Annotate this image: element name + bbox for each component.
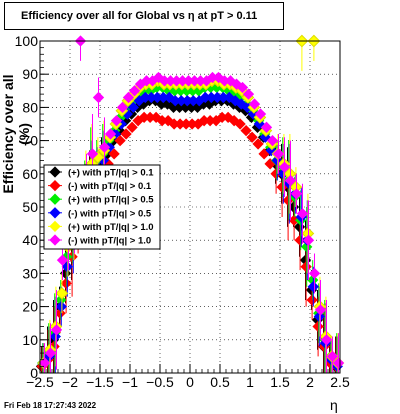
x-tick-label: 1.5 [270,374,290,390]
data-point [296,207,309,220]
data-point [61,261,73,273]
data-point [50,324,63,336]
y-tick-label: 0 [30,365,38,381]
axis-ticks: −2.5 −2 −1.5 −1 −0.5 0 0.5 1 1.5 2 2.5 0 10 20 30 40 50 6… [15,33,350,390]
y-tick-label: 90 [22,66,38,82]
data-point [38,357,51,369]
data-point [307,281,319,293]
data-point [266,134,279,147]
legend-entry: (-) with pT/|q| > 0.5 [68,208,152,219]
legend-marker [49,179,61,192]
data-point [314,304,327,316]
x-tick-label: 1 [246,374,254,390]
data-point [332,357,345,369]
y-tick-label: 60 [22,166,38,182]
legend-entry: (+) with pT/|q| > 1.0 [68,222,154,233]
data-point [92,91,105,104]
legend-entry: (+) with pT/|q| > 0.1 [68,168,154,179]
y-tick-label: 20 [22,299,38,315]
y-tick-label: 100 [15,33,39,49]
y-tick-label: 80 [22,99,38,115]
data-point [55,300,67,313]
data-point [290,188,303,200]
y-tick-label: 30 [22,265,38,281]
data-point [308,267,321,280]
data-point [312,320,324,333]
chart-title: Efficiency over all for Global vs η at p… [4,2,284,30]
legend-marker [49,220,61,233]
legend-entry: (-) with pT/|q| > 1.0 [68,236,151,247]
legend-marker [49,193,61,205]
x-tick-label: 0.5 [210,374,230,390]
data-point [284,174,297,187]
x-tick-label: 2 [306,374,314,390]
data-point [252,138,264,150]
data-point [44,347,57,359]
legend-marker [49,234,61,246]
x-tick-label: −2.5 [26,374,54,390]
data-point [320,334,333,346]
legend-entry: (-) with pT/|q| > 0.1 [68,181,152,192]
x-tick-label: −1 [122,374,138,390]
timestamp-footer: Fri Feb 18 17:27:43 2022 [4,401,97,410]
data-point [55,286,69,300]
x-tick-label: −2 [62,374,78,390]
y-tick-label: 40 [22,232,38,248]
data-point [283,167,297,181]
x-tick-label: 2.5 [330,374,350,390]
chart-title-text: Efficiency over all for Global vs η at p… [21,10,258,22]
data-point [289,180,303,194]
legend-box [43,164,161,250]
legend-entry: (+) with pT/|q| > 0.5 [68,195,154,206]
y-tick-label: 50 [22,199,38,215]
data-point [278,161,291,173]
data-point [272,148,285,160]
data-point [306,294,318,306]
data-point [300,261,312,273]
data-point [301,227,315,240]
x-axis-label: η [330,397,338,413]
data-point [246,131,258,143]
data-point [326,350,339,363]
grid-lines [40,41,340,373]
data-point [302,234,315,246]
y-axis-label: Efficiency over all (%) [0,74,32,194]
legend-marker [49,166,61,178]
y-tick-label: 10 [22,332,38,348]
x-tick-label: −0.5 [146,374,174,390]
y-tick-label: 70 [22,133,38,149]
legend: (+) with pT/|q| > 0.1 (-) with pT/|q| > 0… [43,164,161,250]
x-tick-label: −1.5 [86,374,114,390]
legend-marker [49,207,61,219]
x-tick-label: 0 [186,374,194,390]
